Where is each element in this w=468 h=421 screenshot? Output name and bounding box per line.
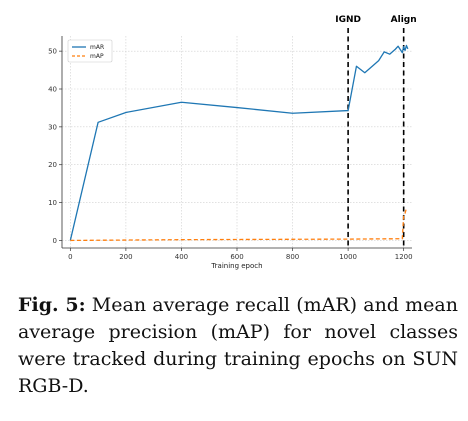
event-label-ignd: IGND xyxy=(335,15,361,25)
x-tick-label: 1200 xyxy=(395,253,413,261)
caption-text: Mean average recall (mAR) and mean avera… xyxy=(18,294,458,397)
legend-label-mar: mAR xyxy=(90,44,104,51)
series-line-map xyxy=(70,208,408,242)
legend: mAR mAP xyxy=(67,39,113,63)
x-tick-label: 0 xyxy=(68,253,72,261)
x-axis-label: Training epoch xyxy=(210,262,262,270)
x-tick-label: 400 xyxy=(175,253,188,261)
figure-caption: Fig. 5: Mean average recall (mAR) and me… xyxy=(18,292,458,400)
line-chart: IGND Align 0 10 20 30 40 50 0 200 400 600 800 1000 12… xyxy=(48,15,417,270)
event-label-align: Align xyxy=(391,15,417,25)
series-line-mar xyxy=(69,44,409,241)
axes: 0 10 20 30 40 50 0 200 400 600 800 1000 1200 xyxy=(48,36,413,261)
legend-label-map: mAP xyxy=(90,53,104,60)
series-lines xyxy=(69,44,409,242)
x-tick-label: 200 xyxy=(119,253,132,261)
y-tick-label: 0 xyxy=(53,237,57,245)
x-tick-label: 600 xyxy=(230,253,243,261)
y-tick-label: 50 xyxy=(48,48,57,56)
x-tick-label: 800 xyxy=(286,253,299,261)
event-markers: IGND Align xyxy=(335,15,417,248)
y-tick-label: 30 xyxy=(48,123,57,131)
grid xyxy=(62,36,412,248)
figure-label: Fig. 5: xyxy=(18,294,86,316)
y-tick-label: 10 xyxy=(48,199,57,207)
y-tick-label: 40 xyxy=(48,85,57,93)
x-tick-label: 1000 xyxy=(339,253,357,261)
y-tick-label: 20 xyxy=(48,161,57,169)
